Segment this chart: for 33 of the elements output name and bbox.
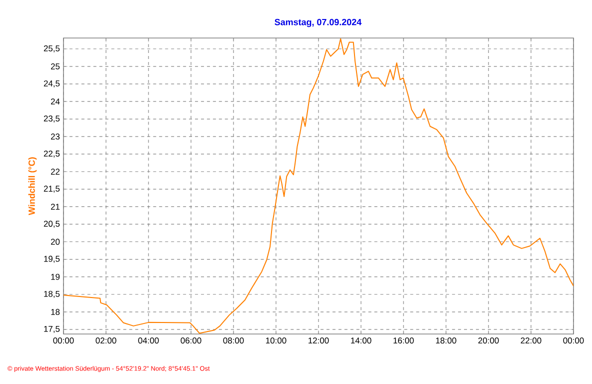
x-tick-label: 22:00 (520, 338, 542, 344)
x-tick-label: 00:00 (563, 338, 584, 344)
x-tick-label: 00:00 (53, 338, 74, 344)
x-tick-label: 04:00 (138, 338, 159, 344)
y-tick-label: 22 (50, 168, 60, 175)
y-tick-label: 22,5 (44, 150, 60, 158)
line-series (64, 38, 574, 334)
y-tick-label: 23 (50, 134, 60, 140)
y-tick-label: 18 (51, 308, 60, 315)
x-tick-label: 10:00 (266, 338, 286, 344)
x-tick-label: 06:00 (180, 338, 202, 344)
x-tick-label: 20:00 (478, 338, 499, 344)
x-tick-label: 02:00 (96, 338, 116, 344)
y-tick-label: 18,5 (44, 290, 60, 298)
y-tick-label: 17,5 (44, 326, 60, 333)
y-tick-label: 20 (50, 238, 60, 245)
y-tick-label: 21,5 (44, 186, 60, 193)
x-tick-label: 12:00 (308, 338, 329, 344)
y-tick-label: 24 (50, 98, 60, 104)
y-tick-label: 19 (51, 274, 60, 280)
y-axis-title: Windchill (°C) (28, 157, 37, 216)
y-tick-label: 19,5 (44, 256, 60, 263)
x-tick-label: 08:00 (223, 338, 244, 344)
y-tick-label: 23,5 (44, 116, 60, 123)
y-tick-label: 25 (50, 63, 60, 70)
x-tick-label: 16:00 (394, 338, 414, 344)
y-tick-label: 21 (50, 204, 60, 210)
y-tick-label: 24,5 (44, 80, 60, 88)
x-tick-label: 14:00 (351, 338, 372, 344)
y-tick-label: 20,5 (44, 220, 60, 228)
x-tick-label: 18:00 (436, 338, 456, 344)
chart-title: Samstag, 07.09.2024 (274, 18, 362, 28)
y-tick-label: 25,5 (44, 45, 60, 52)
